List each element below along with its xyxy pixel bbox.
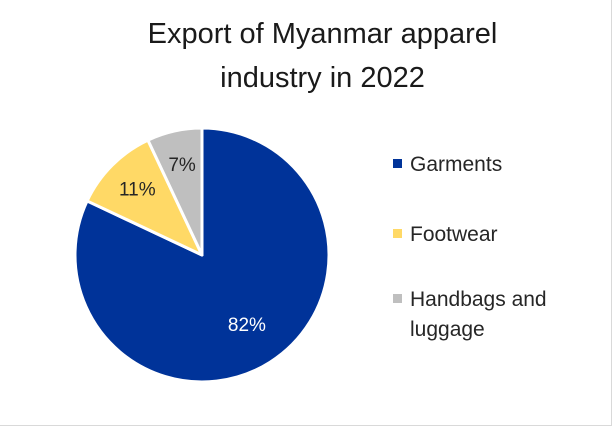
pie-slice-footwear (85, 138, 204, 257)
data-label-garments: 82% (228, 315, 266, 336)
legend-swatch-handbags-and-luggage (393, 294, 402, 303)
legend-label-handbags-and-luggage: Handbags and luggage (410, 285, 547, 345)
chart-title-line-2: industry in 2022 (220, 62, 425, 94)
data-label-handbags-and-luggage: 7% (168, 155, 196, 176)
legend-item-handbags-and-luggage: Handbags and luggage (393, 285, 547, 345)
legend-label-garments-line-1: Garments (410, 153, 503, 176)
pie-slice-handbags-and-luggage (146, 126, 204, 257)
legend-label-handbags-line-1: Handbags and (410, 288, 547, 311)
legend-swatch-footwear (393, 229, 402, 238)
legend-item-garments: Garments (393, 150, 502, 180)
data-label-footwear: 11% (119, 179, 156, 200)
chart-title-line-1: Export of Myanmar apparel (147, 18, 498, 50)
legend-label-handbags-line-2: luggage (410, 318, 485, 341)
legend-label-garments: Garments (410, 150, 502, 180)
legend-label-footwear-line-1: Footwear (410, 223, 498, 246)
chart-title: Export of Myanmar apparel industry in 20… (0, 12, 613, 100)
legend-swatch-garments (393, 159, 402, 168)
legend-item-footwear: Footwear (393, 220, 498, 250)
legend-label-footwear: Footwear (410, 220, 498, 250)
pie-slice-garments (73, 126, 331, 384)
